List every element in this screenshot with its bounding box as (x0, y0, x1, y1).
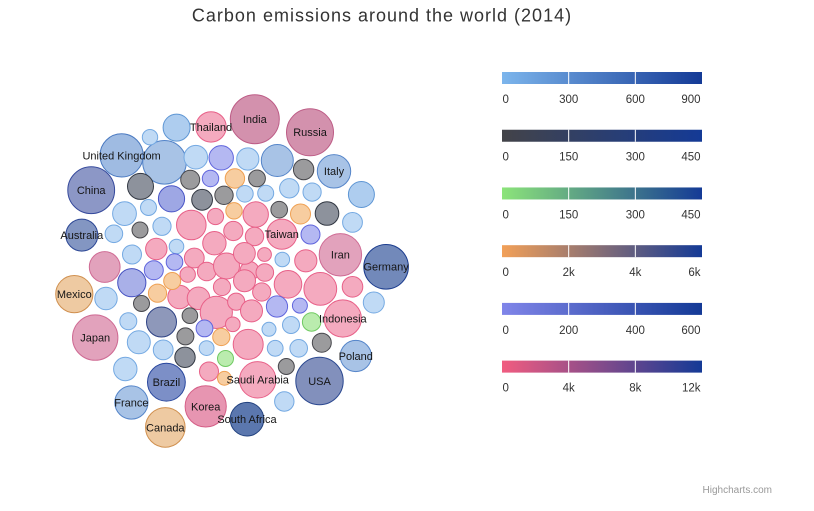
svg-text:Thailand: Thailand (190, 122, 232, 134)
svg-text:Saudi Arabia: Saudi Arabia (227, 375, 290, 387)
svg-text:300: 300 (559, 94, 578, 106)
svg-text:Italy: Italy (324, 166, 345, 178)
svg-text:12k: 12k (682, 383, 701, 395)
svg-text:0: 0 (503, 94, 509, 106)
svg-text:600: 600 (681, 325, 700, 337)
svg-text:Indonesia: Indonesia (319, 313, 368, 325)
svg-text:Japan: Japan (80, 333, 110, 345)
svg-text:8k: 8k (629, 383, 641, 395)
svg-text:300: 300 (626, 209, 645, 221)
svg-text:200: 200 (559, 325, 578, 337)
svg-text:Brazil: Brazil (153, 377, 181, 389)
svg-text:Russia: Russia (293, 127, 328, 139)
svg-text:0: 0 (503, 209, 509, 221)
svg-text:Poland: Poland (339, 351, 373, 363)
svg-text:Mexico: Mexico (57, 289, 92, 301)
svg-text:Carbon emissions around the wo: Carbon emissions around the world (2014) (192, 6, 572, 26)
svg-text:150: 150 (559, 209, 578, 221)
svg-text:South Africa: South Africa (217, 414, 277, 426)
svg-text:400: 400 (626, 325, 645, 337)
svg-text:450: 450 (681, 209, 700, 221)
svg-text:Taiwan: Taiwan (265, 229, 299, 241)
svg-text:Australia: Australia (60, 230, 104, 242)
svg-text:Korea: Korea (191, 401, 221, 413)
svg-text:China: China (77, 185, 107, 197)
svg-text:Germany: Germany (363, 262, 409, 274)
svg-text:6k: 6k (688, 267, 700, 279)
svg-text:0: 0 (503, 152, 509, 164)
svg-text:450: 450 (681, 152, 700, 164)
svg-text:India: India (243, 114, 268, 126)
svg-text:600: 600 (626, 94, 645, 106)
svg-text:0: 0 (503, 325, 509, 337)
svg-text:United Kingdom: United Kingdom (82, 150, 160, 162)
svg-text:Iran: Iran (331, 250, 350, 262)
svg-text:300: 300 (626, 152, 645, 164)
svg-text:Canada: Canada (146, 422, 185, 434)
svg-text:0: 0 (503, 383, 509, 395)
svg-text:150: 150 (559, 152, 578, 164)
svg-text:900: 900 (681, 94, 700, 106)
svg-text:France: France (114, 397, 148, 409)
svg-text:2k: 2k (563, 267, 575, 279)
svg-text:4k: 4k (629, 267, 641, 279)
svg-text:USA: USA (308, 376, 331, 388)
svg-text:4k: 4k (563, 383, 575, 395)
svg-text:Highcharts.com: Highcharts.com (703, 485, 772, 496)
svg-text:0: 0 (503, 267, 509, 279)
